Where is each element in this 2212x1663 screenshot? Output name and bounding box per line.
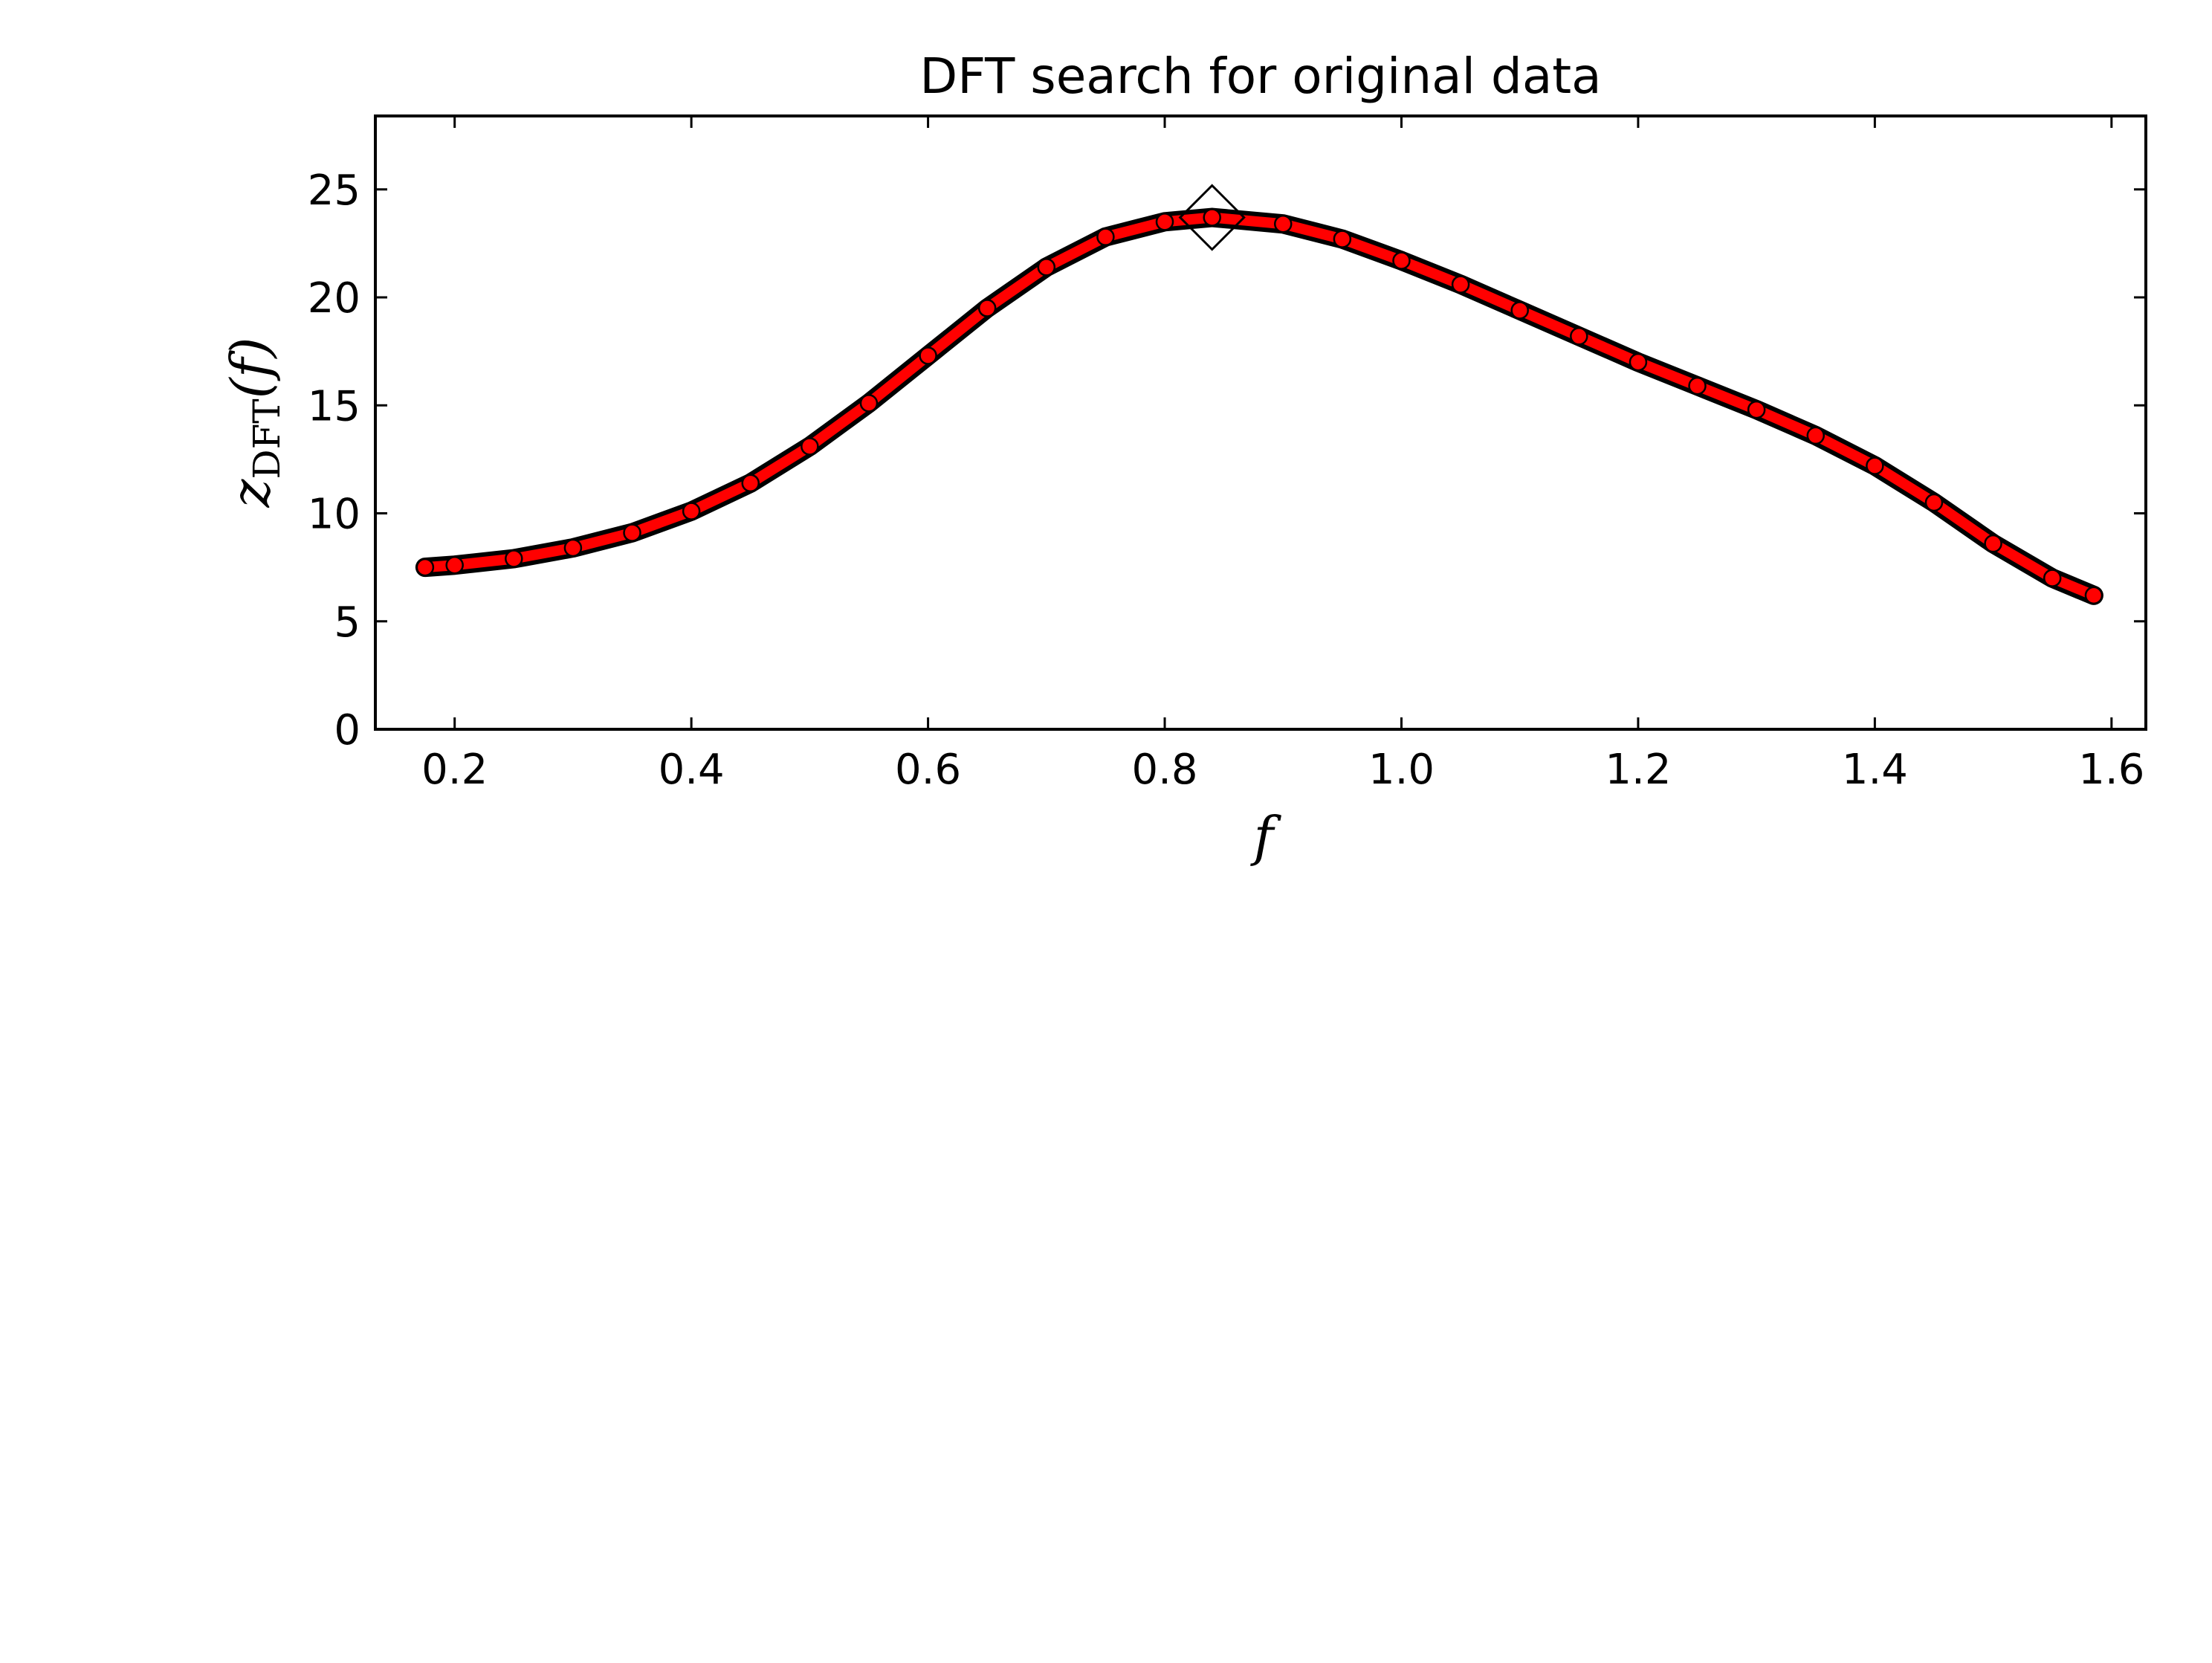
data-point [1924,493,1944,512]
data-point [415,558,435,577]
data-point [1333,230,1352,248]
data-point [623,523,641,542]
data-point [1037,258,1056,277]
svg-text:zDFT(f): zDFT(f) [219,338,288,508]
data-point [1629,352,1648,372]
data-point [1570,327,1588,346]
data-point [1688,376,1707,395]
x-tick-label: 1.2 [1605,746,1671,794]
series-line-fill [419,212,2099,601]
data-point [977,299,997,317]
data-point [1392,251,1411,270]
series-line-outline [415,207,2103,605]
data-point [1155,213,1174,231]
x-tick-label: 0.4 [659,746,725,794]
data-point [1747,400,1766,419]
peak-diamond-marker [1178,184,1246,251]
data-point [1451,275,1470,294]
y-tick-label: 25 [308,167,360,215]
x-axis-label: f [1250,805,1282,868]
x-tick-label: 1.0 [1368,746,1435,794]
y-tick-label: 0 [334,706,360,755]
data-point [2084,586,2103,605]
y-tick-label: 15 [308,382,360,430]
data-point [801,437,819,456]
x-tick-label: 1.6 [2078,746,2144,794]
x-tick-label: 0.2 [421,746,488,794]
x-tick-label: 0.6 [895,746,961,794]
data-point [1866,456,1884,475]
y-label-main: z [219,478,282,508]
y-axis-label: zDFT(f) [219,338,288,508]
data-series [415,207,2103,605]
data-point [919,346,937,365]
data-point [1510,301,1529,320]
y-label-arg: (f) [219,338,282,399]
data-point [1203,208,1221,227]
y-tick-label: 20 [308,274,360,323]
data-point [682,502,701,520]
chart-title: DFT search for original data [919,48,1601,105]
y-tick-label: 10 [308,491,360,539]
y-axis: 0 5 10 15 20 25 [308,167,2146,755]
data-point [1096,227,1115,246]
data-point [505,549,523,568]
data-point [1984,534,2002,553]
x-tick-label: 0.8 [1131,746,1197,794]
data-point [563,538,583,558]
data-point [2043,569,2062,587]
data-point [741,474,760,493]
x-axis: 0.2 0.4 0.6 0.8 1.0 1.2 1.4 1.6 [421,116,2144,794]
data-point [1274,214,1293,233]
axes-frame [374,114,2147,731]
data-point [445,555,464,575]
data-point [1806,426,1825,445]
y-tick-label: 5 [334,598,360,647]
data-point [859,394,879,413]
y-label-sub: DFT [245,398,288,479]
x-tick-label: 1.4 [1842,746,1908,794]
peak-marker-group [1178,184,1246,251]
